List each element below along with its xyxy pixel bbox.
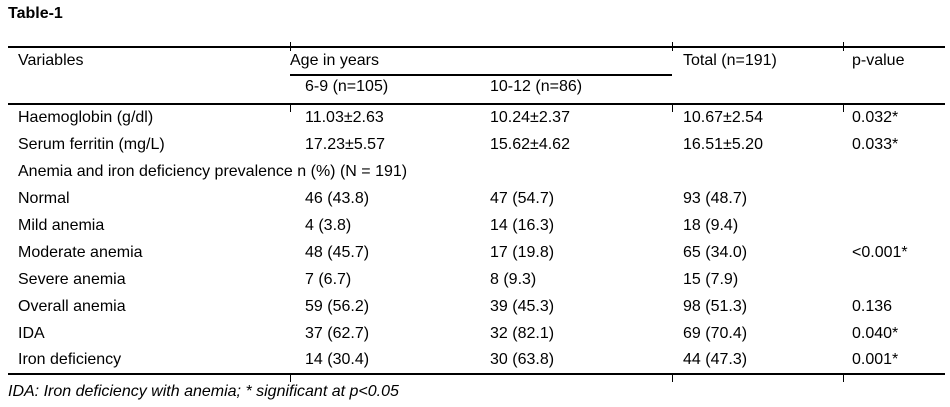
tick-mid-col4 xyxy=(843,103,844,112)
cell-value: 39 (45.3) xyxy=(490,297,555,315)
cell-value: 0.033* xyxy=(852,135,899,153)
table-row: Severe anemia 7 (6.7) 8 (9.3) 15 (7.9) xyxy=(8,266,945,293)
cell-value: 47 (54.7) xyxy=(490,189,555,207)
table-row: Normal 46 (43.8) 47 (54.7) 93 (48.7) xyxy=(8,185,945,212)
section-label: Anemia and iron deficiency prevalence n … xyxy=(18,162,408,180)
cell-value: 10.24±2.37 xyxy=(490,109,570,126)
results-table: Variables Age in years Total (n=191) p-v… xyxy=(8,46,945,375)
tick-bottom-col3 xyxy=(672,373,673,382)
row-label: Mild anemia xyxy=(18,216,105,234)
cell-value: 17.23±5.57 xyxy=(305,135,385,153)
cell-value: 0.040* xyxy=(852,324,899,342)
table-row: IDA 37 (62.7) 32 (82.1) 69 (70.4) 0.040* xyxy=(8,320,945,347)
column-header-variables: Variables xyxy=(8,47,290,105)
row-label: IDA xyxy=(18,324,45,342)
row-label: Normal xyxy=(18,189,70,207)
cell-value: 37 (62.7) xyxy=(305,324,370,342)
column-header-total: Total (n=191) xyxy=(672,47,843,105)
tick-mid-col1 xyxy=(290,103,291,112)
cell-value: 69 (70.4) xyxy=(683,324,748,342)
cell-value: <0.001* xyxy=(852,243,908,261)
cell-value: 0.001* xyxy=(852,351,899,368)
cell-value: 59 (56.2) xyxy=(305,297,370,315)
cell-value: 14 (16.3) xyxy=(490,216,555,234)
table-row: Moderate anemia 48 (45.7) 17 (19.8) 65 (34.… xyxy=(8,239,945,266)
header-row-1: Variables Age in years Total (n=191) p-v… xyxy=(8,47,945,105)
cell-value: 44 (47.3) xyxy=(683,351,748,368)
cell-value xyxy=(843,266,945,293)
table-row: Haemoglobin (g/dl) 11.03±2.63 10.24±2.37 10… xyxy=(8,104,945,131)
row-label: Iron deficiency xyxy=(18,351,122,368)
cell-value: 93 (48.7) xyxy=(683,189,748,207)
tick-mid-col3 xyxy=(672,103,673,112)
tick-bottom-col4 xyxy=(843,373,844,382)
column-header-age-6-9: 6-9 (n=105) xyxy=(290,75,475,105)
cell-value: 65 (34.0) xyxy=(683,243,748,261)
header-row-2: 6-9 (n=105) 10-12 (n=86) xyxy=(8,75,945,105)
table-body: Haemoglobin (g/dl) 11.03±2.63 10.24±2.37 10… xyxy=(8,104,945,374)
cell-value: 8 (9.3) xyxy=(490,270,537,288)
tick-top-col3 xyxy=(672,42,673,51)
cell-value: 32 (82.1) xyxy=(490,324,555,342)
cell-value xyxy=(843,212,945,239)
row-label: Moderate anemia xyxy=(18,243,143,261)
column-header-p-value: p-value xyxy=(843,47,945,105)
cell-value: 0.136 xyxy=(852,297,893,315)
cell-value: 18 (9.4) xyxy=(683,216,739,234)
column-header-age-span: Age in years xyxy=(290,47,672,76)
table-footnote: IDA: Iron deficiency with anemia; * sign… xyxy=(8,383,399,400)
row-label: Serum ferritin (mg/L) xyxy=(18,135,165,153)
cell-value: 98 (51.3) xyxy=(683,297,748,315)
cell-value: 4 (3.8) xyxy=(305,216,352,234)
cell-value: 0.032* xyxy=(852,109,899,126)
table-row: Iron deficiency 14 (30.4) 30 (63.8) 44 (47.… xyxy=(8,347,945,374)
table-title: Table-1 xyxy=(8,5,63,22)
cell-value: 46 (43.8) xyxy=(305,189,370,207)
cell-value: 11.03±2.63 xyxy=(305,109,384,126)
cell-value: 48 (45.7) xyxy=(305,243,370,261)
cell-value: 15.62±4.62 xyxy=(490,135,570,153)
row-label: Severe anemia xyxy=(18,270,126,288)
cell-value: 14 (30.4) xyxy=(305,351,370,368)
column-header-age-10-12: 10-12 (n=86) xyxy=(475,75,672,105)
section-row: Anemia and iron deficiency prevalence n … xyxy=(8,158,945,185)
cell-value xyxy=(843,185,945,212)
cell-value: 15 (7.9) xyxy=(683,270,739,288)
cell-value: 10.67±2.54 xyxy=(683,109,763,126)
cell-value: 16.51±5.20 xyxy=(683,135,763,153)
tick-top-col1 xyxy=(290,42,291,51)
tick-bottom-col1 xyxy=(290,373,291,382)
row-label: Overall anemia xyxy=(18,297,126,315)
row-label: Haemoglobin (g/dl) xyxy=(18,109,154,126)
cell-value: 17 (19.8) xyxy=(490,243,555,261)
table-header: Variables Age in years Total (n=191) p-v… xyxy=(8,47,945,105)
cell-value: 30 (63.8) xyxy=(490,351,555,368)
table-row: Serum ferritin (mg/L) 17.23±5.57 15.62±4.6… xyxy=(8,131,945,158)
table-row: Overall anemia 59 (56.2) 39 (45.3) 98 (51.3… xyxy=(8,293,945,320)
cell-value: 7 (6.7) xyxy=(305,270,352,288)
table-row: Mild anemia 4 (3.8) 14 (16.3) 18 (9.4) xyxy=(8,212,945,239)
tick-top-col4 xyxy=(843,42,844,51)
